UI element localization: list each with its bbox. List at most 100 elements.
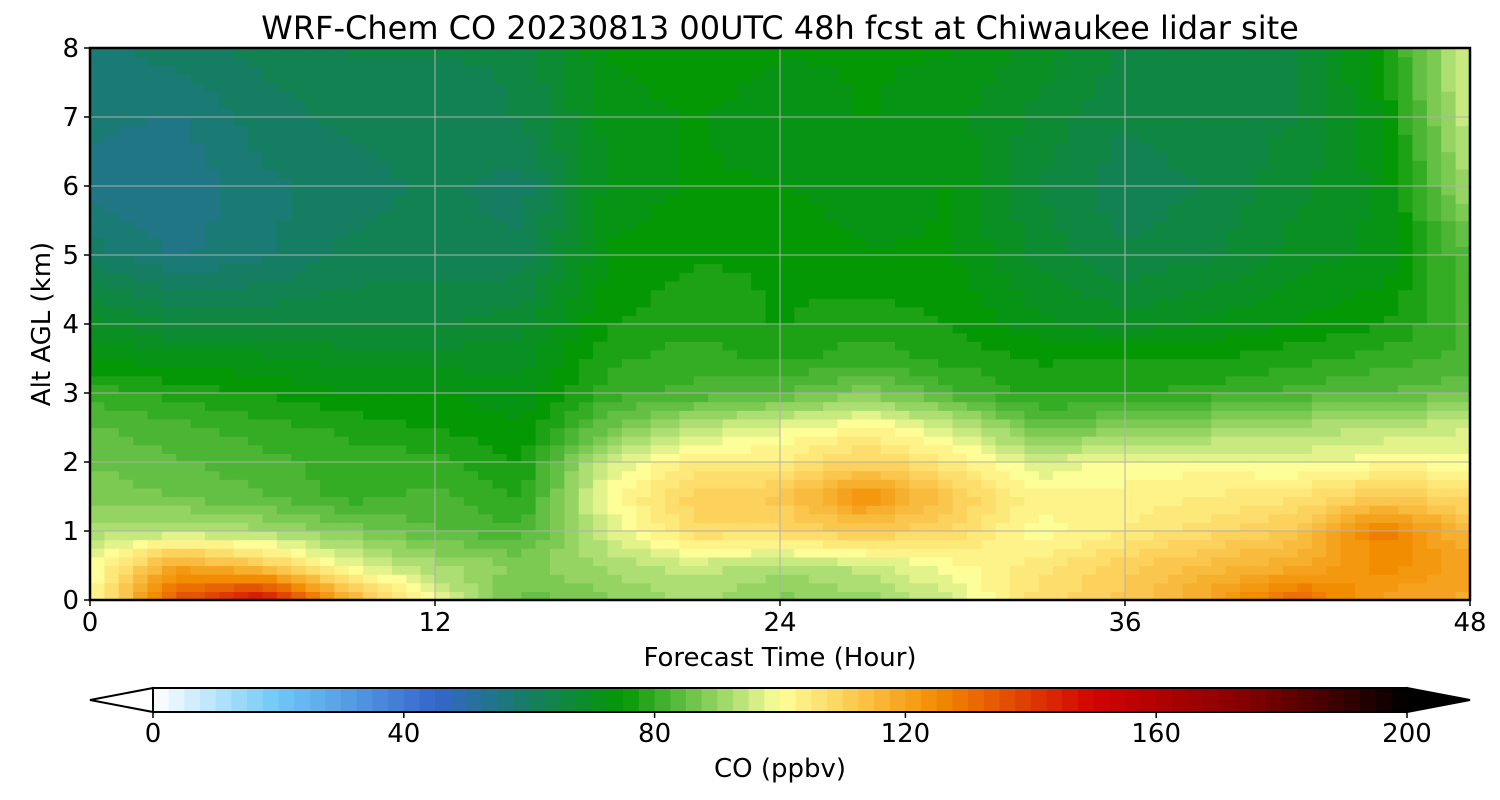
heatmap-cell bbox=[305, 280, 321, 291]
heatmap-cell bbox=[276, 556, 292, 567]
heatmap-cell bbox=[133, 91, 149, 101]
heatmap-cell bbox=[564, 358, 580, 368]
heatmap-cell bbox=[780, 65, 795, 75]
heatmap-cell bbox=[578, 453, 594, 463]
heatmap-cell bbox=[837, 591, 853, 601]
heatmap-cell bbox=[1196, 65, 1212, 75]
heatmap-cell bbox=[621, 436, 637, 446]
heatmap-cell bbox=[205, 496, 220, 506]
heatmap-cell bbox=[823, 134, 839, 144]
heatmap-cell bbox=[1096, 496, 1112, 506]
heatmap-cell bbox=[305, 306, 321, 316]
heatmap-cell bbox=[1053, 418, 1069, 429]
heatmap-cell bbox=[478, 73, 494, 84]
heatmap-cell bbox=[435, 410, 450, 420]
heatmap-cell bbox=[420, 142, 436, 153]
heatmap-cell bbox=[233, 99, 249, 109]
heatmap-cell bbox=[1096, 470, 1112, 480]
heatmap-cell bbox=[233, 436, 249, 446]
heatmap-cell bbox=[463, 168, 479, 178]
heatmap-cell bbox=[981, 73, 997, 84]
heatmap-cell bbox=[851, 470, 867, 480]
heatmap-cell bbox=[708, 556, 724, 567]
heatmap-cell bbox=[938, 401, 954, 411]
heatmap-cell bbox=[636, 237, 652, 247]
heatmap-cell bbox=[377, 462, 393, 472]
heatmap-cell bbox=[550, 73, 565, 84]
heatmap-cell bbox=[1110, 410, 1126, 420]
heatmap-cell bbox=[1096, 531, 1112, 541]
heatmap-cell bbox=[1110, 522, 1126, 532]
heatmap-cell bbox=[808, 375, 824, 385]
heatmap-cell bbox=[693, 332, 709, 342]
heatmap-cell bbox=[564, 487, 580, 498]
heatmap-cell bbox=[291, 142, 307, 153]
heatmap-cell bbox=[1125, 73, 1140, 84]
heatmap-cell bbox=[1153, 194, 1169, 204]
heatmap-cell bbox=[866, 289, 882, 299]
heatmap-cell bbox=[291, 427, 307, 437]
heatmap-cell bbox=[564, 548, 580, 558]
heatmap-cell bbox=[147, 444, 163, 454]
heatmap-cell bbox=[593, 375, 609, 385]
heatmap-cell bbox=[147, 177, 163, 187]
heatmap-cell bbox=[276, 99, 292, 109]
heatmap-cell bbox=[449, 73, 465, 84]
heatmap-cell bbox=[966, 255, 982, 265]
heatmap-cell bbox=[607, 349, 623, 360]
heatmap-cell bbox=[1053, 160, 1069, 170]
heatmap-cell bbox=[1067, 177, 1083, 187]
heatmap-cell bbox=[1110, 401, 1126, 411]
heatmap-cell bbox=[679, 237, 695, 247]
heatmap-cell bbox=[320, 306, 335, 316]
heatmap-cell bbox=[348, 349, 364, 360]
heatmap-cell bbox=[1110, 272, 1126, 282]
heatmap-cell bbox=[607, 332, 623, 342]
heatmap-cell bbox=[262, 574, 278, 584]
heatmap-cell bbox=[895, 556, 910, 567]
heatmap-cell bbox=[708, 427, 724, 437]
heatmap-cell bbox=[995, 151, 1011, 161]
heatmap-cell bbox=[895, 479, 910, 489]
heatmap-cell bbox=[320, 220, 335, 230]
heatmap-cell bbox=[550, 341, 565, 351]
heatmap-cell bbox=[966, 298, 982, 308]
heatmap-cell bbox=[808, 341, 824, 351]
heatmap-cell bbox=[463, 211, 479, 222]
heatmap-cell bbox=[866, 306, 882, 316]
heatmap-cell bbox=[363, 548, 379, 558]
heatmap-cell bbox=[794, 444, 810, 454]
heatmap-cell bbox=[435, 91, 450, 101]
heatmap-cell bbox=[823, 436, 839, 446]
heatmap-cell bbox=[291, 255, 307, 265]
heatmap-cell bbox=[665, 496, 680, 506]
heatmap-cell bbox=[478, 220, 494, 230]
heatmap-cells bbox=[90, 48, 1471, 601]
heatmap-cell bbox=[492, 194, 508, 204]
heatmap-cell bbox=[334, 367, 350, 377]
heatmap-cell bbox=[320, 384, 335, 394]
heatmap-cell bbox=[780, 289, 795, 299]
heatmap-cell bbox=[535, 229, 551, 239]
heatmap-cell bbox=[233, 444, 249, 454]
heatmap-cell bbox=[521, 505, 537, 515]
heatmap-cell bbox=[118, 548, 134, 558]
heatmap-cell bbox=[938, 194, 954, 204]
heatmap-cell bbox=[334, 237, 350, 247]
heatmap-cell bbox=[650, 168, 666, 178]
heatmap-cell bbox=[449, 582, 465, 592]
heatmap-cell bbox=[334, 151, 350, 161]
heatmap-cell bbox=[291, 410, 307, 420]
heatmap-cell bbox=[550, 306, 565, 316]
heatmap-cell bbox=[1139, 73, 1155, 84]
heatmap-cell bbox=[1125, 280, 1140, 291]
heatmap-cell bbox=[593, 211, 609, 222]
heatmap-cell bbox=[492, 99, 508, 109]
heatmap-cell bbox=[1125, 462, 1140, 472]
heatmap-cell bbox=[550, 522, 565, 532]
heatmap-cell bbox=[535, 332, 551, 342]
heatmap-cell bbox=[679, 462, 695, 472]
heatmap-cell bbox=[147, 453, 163, 463]
heatmap-cell bbox=[808, 99, 824, 109]
heatmap-cell bbox=[1139, 246, 1155, 256]
